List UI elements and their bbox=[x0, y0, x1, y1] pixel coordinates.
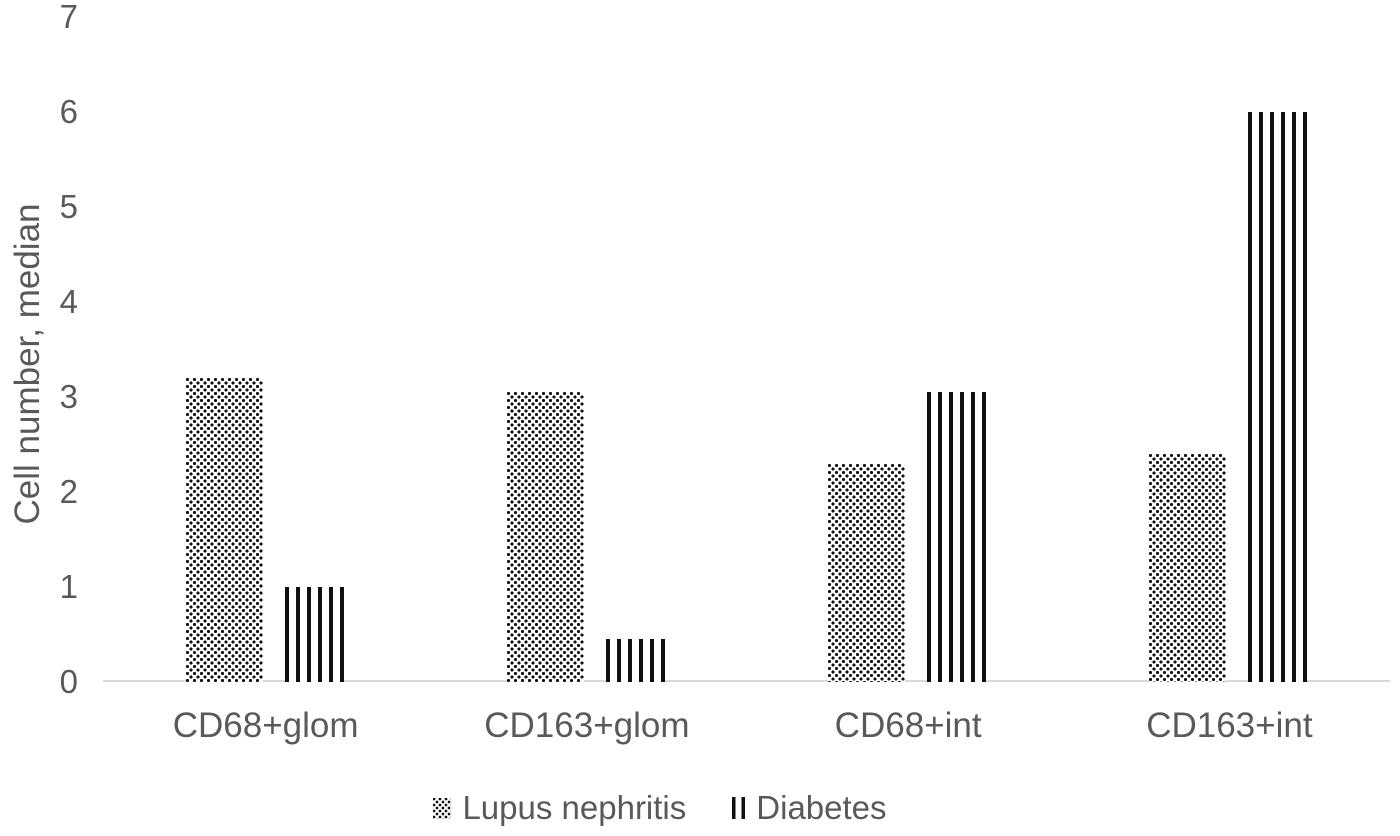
y-tick-7: 7 bbox=[59, 0, 78, 35]
y-tick-2: 2 bbox=[59, 473, 78, 510]
bar-diabetes-cd68-int bbox=[927, 392, 987, 682]
y-tick-0: 0 bbox=[59, 663, 78, 700]
dotted-pattern-swatch-icon bbox=[433, 797, 452, 819]
legend: Lupus nephritis Diabetes bbox=[0, 789, 1360, 827]
y-axis-title: Cell number, median bbox=[8, 203, 47, 525]
striped-pattern-swatch-icon bbox=[732, 797, 746, 819]
legend-item-diabetes: Diabetes bbox=[732, 789, 887, 827]
y-tick-5: 5 bbox=[59, 188, 78, 225]
legend-label-lupus-nephritis: Lupus nephritis bbox=[462, 789, 687, 826]
y-tick-6: 6 bbox=[59, 93, 78, 130]
x-category-label-cd68-glom: CD68+glom bbox=[172, 706, 359, 745]
y-tick-3: 3 bbox=[59, 378, 78, 415]
bar-diabetes-cd68-glom bbox=[284, 587, 344, 682]
y-tick-1: 1 bbox=[59, 568, 78, 605]
bar-lupus-nephritis-cd68-glom bbox=[185, 378, 263, 682]
x-category-label-cd163-int: CD163+int bbox=[1146, 706, 1313, 745]
bar-lupus-nephritis-cd68-int bbox=[828, 464, 906, 682]
y-tick-4: 4 bbox=[59, 283, 78, 320]
x-category-label-cd163-glom: CD163+glom bbox=[484, 706, 690, 745]
bar-diabetes-cd163-int bbox=[1248, 112, 1308, 682]
legend-label-diabetes: Diabetes bbox=[756, 789, 887, 826]
x-axis-line bbox=[103, 680, 1390, 682]
bar-lupus-nephritis-cd163-int bbox=[1149, 454, 1227, 682]
bar-diabetes-cd163-glom bbox=[605, 639, 665, 682]
x-category-label-cd68-int: CD68+int bbox=[834, 706, 982, 745]
legend-item-lupus-nephritis: Lupus nephritis bbox=[433, 789, 686, 827]
bar-lupus-nephritis-cd163-glom bbox=[506, 392, 584, 682]
